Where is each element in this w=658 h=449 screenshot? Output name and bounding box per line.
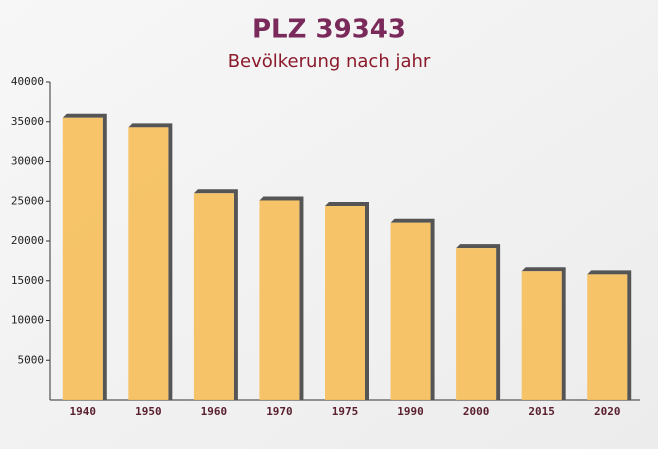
- y-tick-label: 10000: [11, 314, 44, 327]
- bar: [390, 222, 431, 400]
- y-tick-label: 40000: [11, 75, 44, 88]
- chart-subtitle: Bevölkerung nach jahr: [228, 51, 431, 72]
- bar: [62, 117, 103, 401]
- y-tick-label: 30000: [11, 155, 44, 168]
- chart-title: PLZ 39343: [252, 15, 406, 45]
- y-tick-label: 20000: [11, 234, 44, 247]
- x-tick-label: 2015: [528, 405, 555, 418]
- bar: [193, 193, 234, 400]
- y-tick-label: 15000: [11, 274, 44, 287]
- x-tick-label: 2020: [594, 405, 621, 418]
- x-tick-label: 1950: [135, 405, 162, 418]
- x-tick-label: 1960: [201, 405, 228, 418]
- y-tick-label: 35000: [11, 115, 44, 128]
- bar: [587, 274, 628, 400]
- x-tick-label: 1975: [332, 405, 359, 418]
- bar: [128, 127, 169, 400]
- x-tick-label: 2000: [463, 405, 490, 418]
- y-tick-label: 25000: [11, 194, 44, 207]
- bar: [259, 200, 300, 400]
- x-tick-label: 1970: [266, 405, 293, 418]
- bar: [521, 271, 562, 400]
- x-tick-label: 1990: [397, 405, 424, 418]
- bar: [325, 206, 365, 400]
- x-tick-label: 1940: [70, 405, 97, 418]
- y-tick-label: 5000: [18, 353, 45, 366]
- bar: [456, 248, 497, 400]
